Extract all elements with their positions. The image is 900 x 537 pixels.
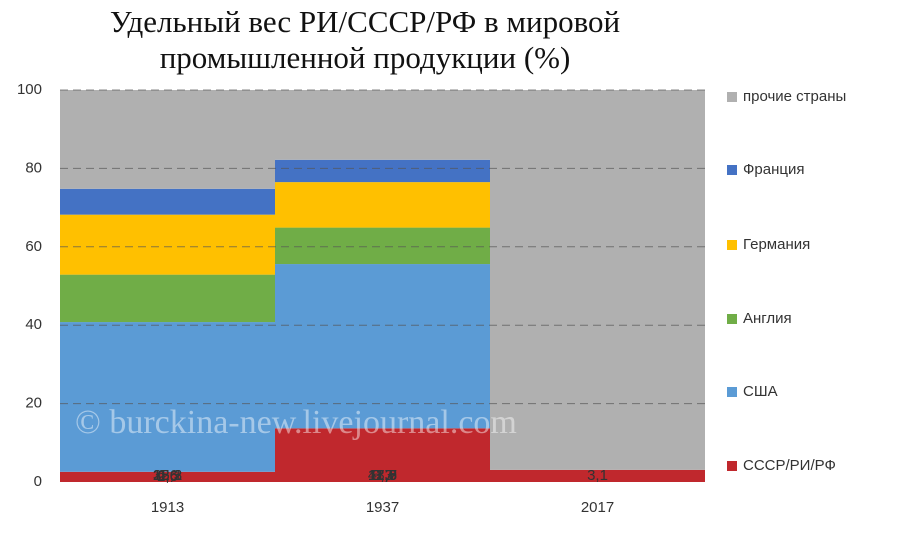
data-label: 41,9	[368, 467, 397, 484]
bar-segment	[60, 471, 275, 482]
bar-segment	[490, 469, 705, 482]
bar-segment	[60, 274, 275, 323]
y-tick-label: 40	[25, 316, 42, 333]
legend-label: прочие страны	[743, 88, 846, 105]
y-tick-label: 20	[25, 395, 42, 412]
y-tick-label: 60	[25, 238, 42, 255]
data-label: 3,1	[587, 467, 608, 484]
legend-swatch	[727, 387, 737, 397]
legend-swatch	[727, 165, 737, 175]
data-label: 6,6	[157, 467, 178, 484]
data-label: 38,2	[153, 467, 182, 484]
bar-segment	[60, 188, 275, 215]
data-label: 5,7	[372, 467, 393, 484]
legend-swatch	[727, 240, 737, 250]
x-tick-label: 2017	[581, 499, 614, 516]
data-label: 25,2	[153, 467, 182, 484]
legend-label: Германия	[743, 236, 810, 253]
data-label: 12,1	[153, 467, 182, 484]
y-tick-label: 0	[34, 473, 42, 490]
bar-segment	[275, 428, 490, 482]
data-label: 2,6	[157, 468, 178, 485]
data-label: 17,8	[368, 467, 397, 484]
bar-segment	[60, 90, 275, 189]
bar-segment	[275, 159, 490, 183]
watermark: © burckina-new.livejournal.com	[75, 404, 517, 441]
bar-segment	[60, 322, 275, 472]
data-label: 11,6	[368, 467, 396, 484]
legend-label: США	[743, 383, 778, 400]
data-label: 9,3	[372, 467, 393, 484]
legend-swatch	[727, 461, 737, 471]
x-tick-label: 1913	[151, 499, 184, 516]
y-tick-label: 80	[25, 159, 42, 176]
data-label: 13,7	[368, 467, 397, 484]
legend-label: Англия	[743, 310, 792, 327]
y-tick-label: 100	[17, 81, 42, 98]
chart-title: промышленной продукции (%)	[160, 40, 571, 75]
chart-title: Удельный вес РИ/СССР/РФ в мировой	[110, 4, 620, 39]
bar-segment	[275, 264, 490, 429]
legend-label: Франция	[743, 161, 804, 178]
bar-segment	[275, 90, 490, 160]
legend-label: СССР/РИ/РФ	[743, 457, 836, 474]
legend-swatch	[727, 92, 737, 102]
bar-segment	[490, 90, 705, 470]
x-tick-label: 1937	[366, 499, 399, 516]
legend-swatch	[727, 314, 737, 324]
bar-segment	[275, 227, 490, 265]
bar-segment	[275, 182, 490, 228]
data-label: 15,3	[153, 467, 182, 484]
bar-segment	[60, 214, 275, 275]
